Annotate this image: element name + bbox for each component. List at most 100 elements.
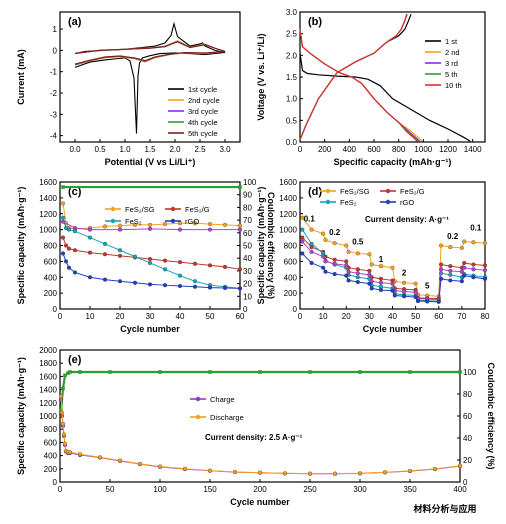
- data-point: [378, 280, 383, 285]
- y-right-tick-label: 0: [243, 305, 248, 314]
- data-point: [237, 286, 243, 291]
- y-tick-label: 600: [44, 438, 58, 447]
- panel-label: (c): [68, 186, 82, 198]
- x-tick-label: 20: [342, 312, 351, 321]
- legend-marker: [110, 206, 116, 212]
- y-right-tick-label: 40: [243, 254, 252, 263]
- x-tick-label: 1.5: [144, 145, 156, 154]
- data-point: [102, 277, 108, 282]
- y-tick-label: -4: [50, 132, 58, 141]
- legend-marker: [110, 218, 116, 224]
- efficiency-point: [238, 185, 242, 189]
- legend-marker: [325, 199, 331, 205]
- data-point: [482, 263, 488, 268]
- rate-label: 5: [425, 281, 430, 290]
- data-point: [60, 219, 66, 224]
- data-point: [192, 221, 198, 226]
- efficiency-point: [358, 370, 362, 374]
- x-tick-label: 10: [319, 312, 328, 321]
- data-point: [66, 227, 72, 232]
- legend-label: 3 rd: [445, 59, 458, 68]
- x-tick-label: 3.0: [219, 145, 231, 154]
- y-tick-label: 1000: [279, 226, 297, 235]
- efficiency-point: [208, 370, 212, 374]
- data-point: [207, 285, 213, 290]
- x-axis-label: Cycle number: [363, 324, 423, 334]
- data-point: [147, 256, 153, 262]
- x-tick-label: 800: [392, 145, 406, 154]
- y-right-tick-label: 0: [463, 478, 468, 487]
- efficiency-point: [61, 185, 65, 189]
- data-point: [162, 283, 168, 288]
- x-tick-label: 60: [236, 312, 245, 321]
- y-tick-label: 1000: [39, 226, 57, 235]
- rate-label: 0.1: [304, 215, 316, 224]
- legend-label: Discharge: [210, 413, 244, 422]
- y-tick-label: 200: [44, 465, 58, 474]
- series-line: [74, 21, 226, 134]
- data-point: [207, 222, 213, 227]
- data-point: [390, 281, 395, 286]
- data-point: [237, 227, 243, 232]
- data-point: [482, 276, 488, 281]
- panel-label: (a): [68, 16, 82, 28]
- panel-e: (e)0 50 100 150 200 250 300 350 4000200400600800…: [16, 346, 496, 507]
- x-tick-label: 60: [434, 312, 443, 321]
- x-tick-label: 600: [367, 145, 381, 154]
- legend-marker: [170, 206, 176, 212]
- panel-d: (d)0 10 20 30 40 50 60 70 8002004006008001000120…: [256, 178, 490, 334]
- y-tick-label: 1200: [39, 399, 57, 408]
- x-tick-label: 80: [481, 312, 490, 321]
- data-point: [355, 251, 360, 256]
- data-point: [471, 240, 476, 245]
- data-point: [367, 252, 372, 257]
- data-point: [222, 285, 228, 291]
- data-point: [344, 259, 349, 264]
- data-point: [162, 222, 168, 227]
- x-tick-label: 1.0: [119, 145, 131, 154]
- efficiency-point: [61, 386, 65, 391]
- legend-label: rGO: [185, 217, 199, 226]
- data-point: [97, 455, 103, 460]
- y-right-tick-label: 20: [243, 280, 252, 289]
- data-point: [332, 241, 337, 246]
- data-point: [282, 471, 288, 476]
- data-point: [390, 288, 395, 293]
- legend-marker: [325, 188, 331, 194]
- legend-label: 4th cycle: [188, 118, 218, 127]
- data-point: [72, 225, 78, 231]
- x-tick-label: 1200: [439, 145, 457, 154]
- data-point: [177, 273, 183, 278]
- x-axis-label: Potential (V vs Li/Li⁺): [105, 157, 196, 167]
- data-point: [63, 243, 69, 248]
- data-point: [402, 280, 407, 285]
- x-tick-label: 50: [411, 312, 420, 321]
- data-point: [60, 235, 66, 240]
- y-tick-label: 200: [284, 289, 298, 298]
- data-point: [87, 227, 93, 232]
- data-point: [413, 290, 418, 295]
- data-point: [60, 201, 66, 206]
- x-tick-label: 0: [298, 145, 303, 154]
- x-tick-label: 0: [58, 485, 63, 494]
- current-density-note: Current density: 2.5 A·g⁻¹: [205, 433, 303, 442]
- data-point: [367, 272, 372, 277]
- data-point: [182, 466, 188, 471]
- x-tick-label: 150: [203, 485, 217, 494]
- data-point: [355, 267, 360, 272]
- data-point: [346, 249, 351, 254]
- panel-label: (b): [308, 16, 322, 28]
- data-point: [436, 299, 441, 304]
- efficiency-point: [68, 370, 72, 374]
- data-point: [192, 279, 198, 284]
- rate-label: 2: [402, 269, 407, 278]
- data-point: [462, 239, 467, 244]
- data-point: [59, 410, 65, 415]
- data-point: [439, 243, 444, 248]
- y-tick-label: 1200: [279, 210, 297, 219]
- data-point: [459, 245, 464, 250]
- data-point: [448, 264, 453, 269]
- y-tick-label: 1.0: [286, 95, 298, 104]
- legend-marker: [385, 199, 391, 205]
- rate-label: 0.2: [329, 228, 341, 237]
